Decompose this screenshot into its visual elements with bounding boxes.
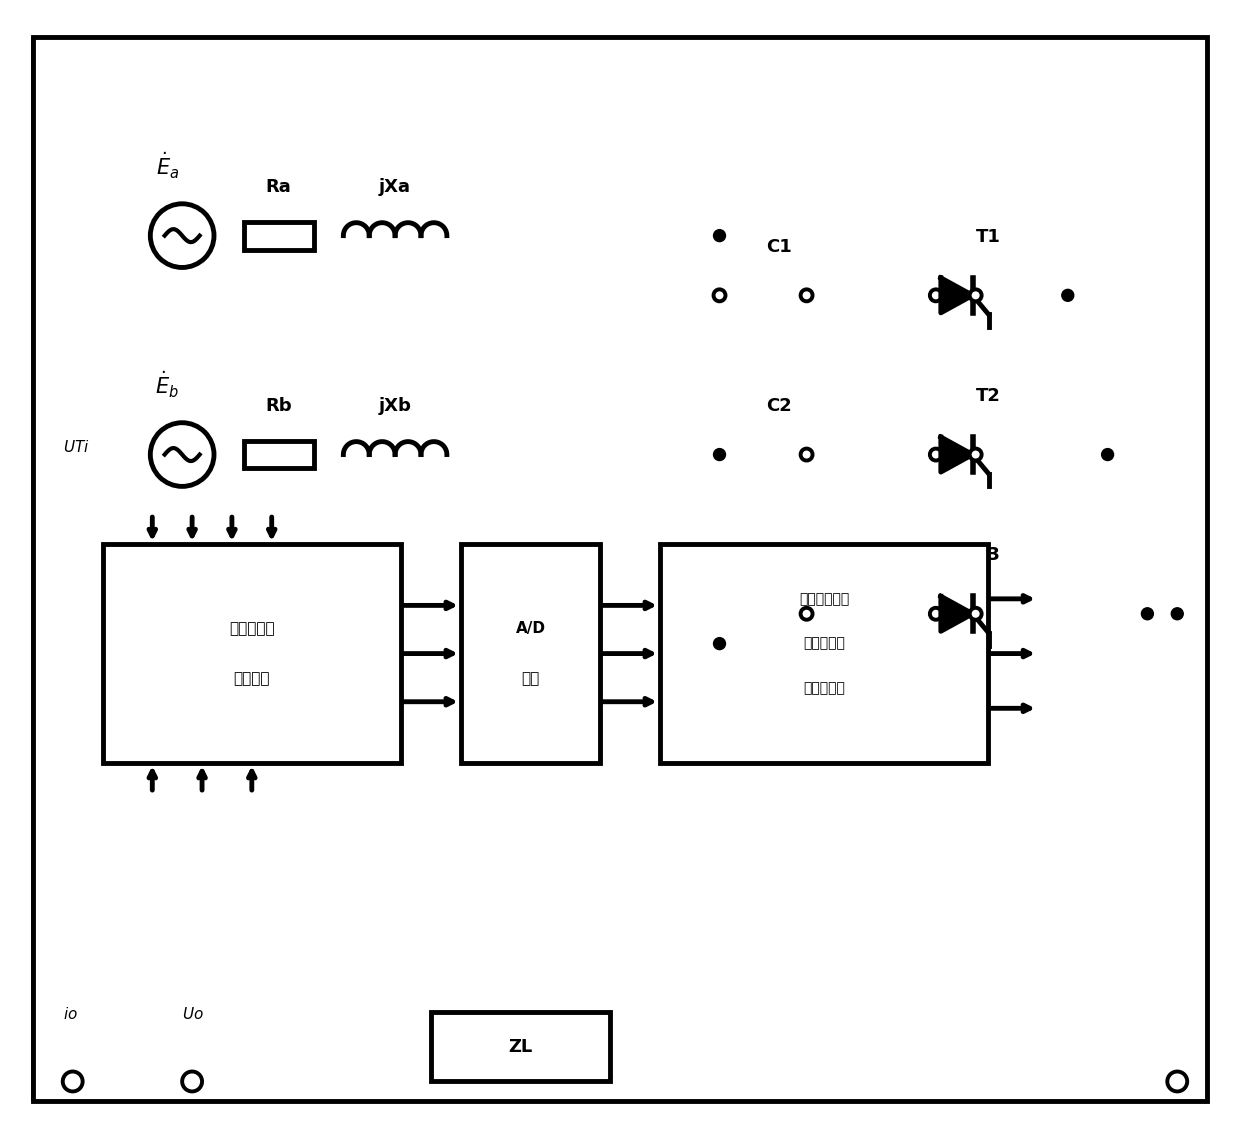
Text: 基于单片机的: 基于单片机的	[799, 592, 849, 606]
Text: $UTi$: $UTi$	[63, 439, 89, 455]
Text: jXa: jXa	[379, 178, 412, 196]
Circle shape	[930, 289, 942, 302]
Text: C1: C1	[766, 237, 792, 255]
Circle shape	[930, 449, 942, 460]
Text: Rb: Rb	[265, 397, 291, 415]
Text: Ra: Ra	[265, 178, 291, 196]
Circle shape	[801, 289, 812, 302]
Text: C3: C3	[766, 556, 792, 574]
Bar	[103, 544, 401, 763]
Bar	[244, 441, 314, 468]
Circle shape	[713, 449, 725, 460]
Circle shape	[801, 608, 812, 620]
Circle shape	[801, 449, 812, 460]
Circle shape	[713, 289, 725, 302]
Circle shape	[1167, 1072, 1187, 1091]
Text: T3: T3	[976, 545, 1001, 564]
Circle shape	[930, 608, 942, 620]
Text: 选择控制器: 选择控制器	[804, 682, 844, 695]
Text: 检测调理: 检测调理	[233, 671, 270, 686]
Text: 电压、电流: 电压、电流	[229, 621, 274, 636]
Text: $Uo$: $Uo$	[182, 1006, 203, 1022]
Text: T1: T1	[976, 228, 1001, 246]
Polygon shape	[941, 596, 972, 632]
Bar	[244, 222, 314, 249]
Text: ZL: ZL	[508, 1038, 533, 1056]
Bar	[432, 1012, 610, 1082]
Bar	[461, 544, 600, 763]
Circle shape	[1061, 289, 1074, 302]
Circle shape	[1142, 608, 1153, 620]
Text: T2: T2	[976, 387, 1001, 405]
Circle shape	[1172, 608, 1183, 620]
Text: C2: C2	[766, 397, 792, 415]
Text: jXb: jXb	[378, 397, 412, 415]
Text: $\dot{E}_a$: $\dot{E}_a$	[155, 151, 179, 181]
Circle shape	[970, 449, 982, 460]
Circle shape	[1101, 449, 1114, 460]
Circle shape	[182, 1072, 202, 1091]
Circle shape	[63, 1072, 83, 1091]
Circle shape	[713, 637, 725, 650]
Polygon shape	[941, 437, 972, 472]
Text: 转换: 转换	[521, 671, 539, 686]
Text: $\dot{E}_b$: $\dot{E}_b$	[155, 370, 180, 400]
Bar	[660, 544, 988, 763]
Circle shape	[970, 289, 982, 302]
Text: $io$: $io$	[63, 1006, 78, 1022]
Circle shape	[970, 608, 982, 620]
Circle shape	[713, 230, 725, 242]
Polygon shape	[941, 278, 972, 313]
Text: A/D: A/D	[516, 621, 546, 636]
Text: 双向晶闸管: 双向晶闸管	[804, 636, 844, 651]
